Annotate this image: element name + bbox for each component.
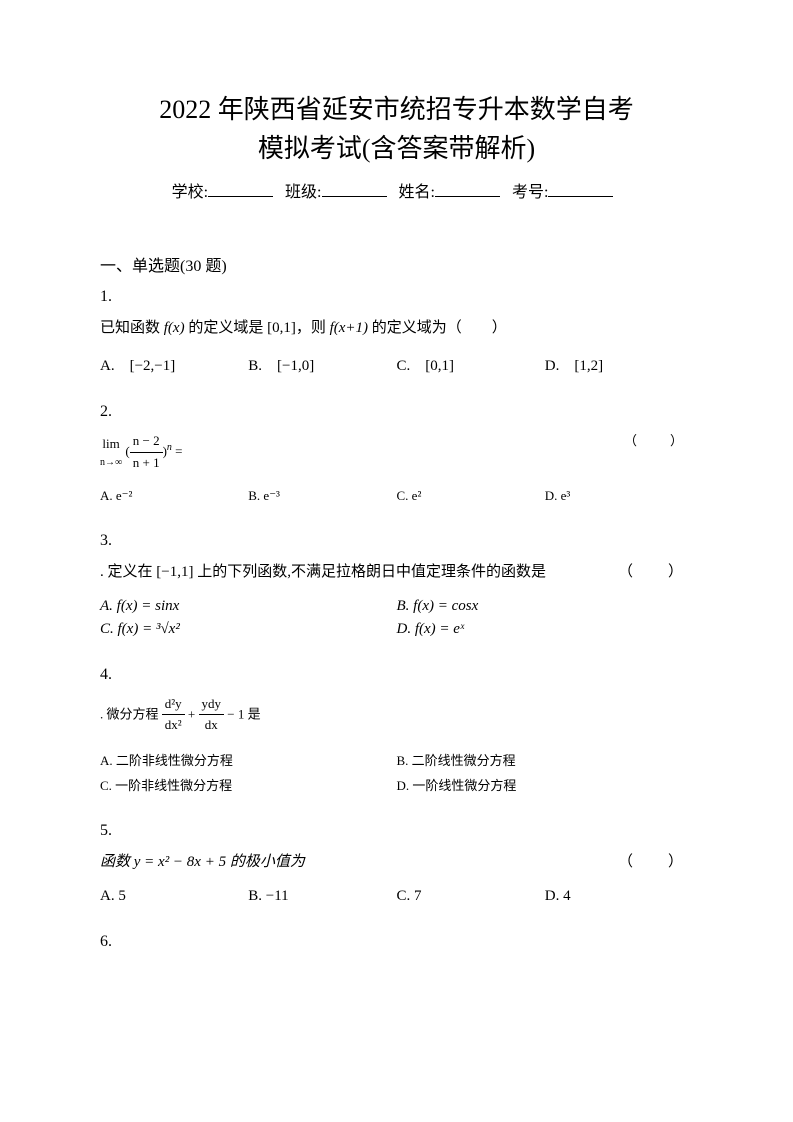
- name-blank[interactable]: [435, 182, 500, 197]
- q2-lim: lim n→∞: [100, 434, 122, 471]
- school-label: 学校:: [172, 184, 208, 201]
- q1-options: A. [−2,−1] B. [−1,0] C. [0,1] D. [1,2]: [100, 354, 693, 381]
- question-4: 4. . 微分方程 d²y dx² + ydy dx − 1 是 A. 二阶非线…: [100, 666, 693, 801]
- q2-opt-a: A. e⁻²: [100, 488, 248, 504]
- q4-frac2-den: dx: [199, 715, 225, 736]
- q2-lim-bot: n→∞: [100, 455, 122, 471]
- q4-opt-c: C. 一阶非线性微分方程: [100, 775, 397, 794]
- q2-equals: =: [175, 443, 182, 458]
- q3-number: 3.: [100, 532, 693, 550]
- q3-paren: （ ）: [618, 560, 693, 584]
- q1-fx1: f(x+1): [330, 320, 368, 336]
- q1-number: 1.: [100, 288, 693, 306]
- q4-opt-b: B. 二阶线性微分方程: [397, 750, 694, 769]
- q1-mid: 的定义域是 [0,1]，则: [185, 320, 330, 336]
- q2-exp: n: [167, 442, 172, 453]
- q5-opt-c: C. 7: [397, 888, 545, 905]
- q4-frac2: ydy dx: [199, 694, 225, 737]
- question-6: 6.: [100, 933, 693, 951]
- q3-opt-a: A. f(x) = sinx: [100, 598, 397, 615]
- question-1: 1. 已知函数 f(x) 的定义域是 [0,1]，则 f(x+1) 的定义域为（…: [100, 288, 693, 381]
- q3-opt-c-root: ³√x²: [156, 621, 180, 637]
- q4-options: A. 二阶非线性微分方程 B. 二阶线性微分方程 C. 一阶非线性微分方程 D.…: [100, 750, 693, 800]
- q3-opt-c: C. f(x) = ³√x²: [100, 621, 397, 638]
- q6-number: 6.: [100, 933, 693, 951]
- q3-opt-b: B. f(x) = cosx: [397, 598, 694, 615]
- q2-lim-top: lim: [100, 434, 122, 455]
- q5-opt-d: D. 4: [545, 888, 693, 905]
- q2-frac: n − 2 n + 1: [130, 431, 163, 474]
- q5-paren: （ ）: [618, 850, 693, 874]
- q5-opt-a: A. 5: [100, 888, 248, 905]
- question-5: 5. 函数 y = x² − 8x + 5 的极小值为 （ ） A. 5 B. …: [100, 822, 693, 911]
- page-title: 2022 年陕西省延安市统招专升本数学自考 模拟考试(含答案带解析): [100, 90, 693, 168]
- info-line: 学校: 班级: 姓名: 考号:: [100, 178, 693, 202]
- q4-frac1: d²y dx²: [162, 694, 185, 737]
- q5-number: 5.: [100, 822, 693, 840]
- q3-options: A. f(x) = sinx B. f(x) = cosx C. f(x) = …: [100, 598, 693, 644]
- q5-text: 函数 y = x² − 8x + 5 的极小值为 （ ）: [100, 850, 693, 874]
- q1-opt-b: B. [−1,0]: [248, 354, 396, 375]
- q2-frac-den: n + 1: [130, 453, 163, 474]
- q5-stem: 函数 y = x² − 8x + 5 的极小值为: [100, 854, 305, 870]
- q4-frac1-den: dx²: [162, 715, 185, 736]
- school-blank[interactable]: [208, 182, 273, 197]
- q1-post: 的定义域为（ ）: [368, 320, 507, 336]
- q4-number: 4.: [100, 666, 693, 684]
- q2-text: lim n→∞ ( n − 2 n + 1 )n = （ ）: [100, 431, 693, 474]
- q2-number: 2.: [100, 403, 693, 421]
- q2-opt-b: B. e⁻³: [248, 488, 396, 504]
- q1-pre: 已知函数: [100, 320, 164, 336]
- q3-opt-c-pre: C. f(x) =: [100, 621, 156, 637]
- q2-opt-c: C. e²: [397, 488, 545, 504]
- q1-opt-a: A. [−2,−1]: [100, 354, 248, 375]
- class-blank[interactable]: [322, 182, 387, 197]
- id-blank[interactable]: [548, 182, 613, 197]
- title-line-1: 2022 年陕西省延安市统招专升本数学自考: [159, 95, 634, 124]
- q4-pre: . 微分方程: [100, 706, 162, 721]
- q4-frac2-num: ydy: [199, 694, 225, 716]
- section-title: 一、单选题(30 题): [100, 252, 693, 276]
- q3-stem: . 定义在 [−1,1] 上的下列函数,不满足拉格朗日中值定理条件的函数是: [100, 564, 546, 580]
- question-2: 2. lim n→∞ ( n − 2 n + 1 )n = （ ） A. e⁻²…: [100, 403, 693, 510]
- q4-opt-d: D. 一阶线性微分方程: [397, 775, 694, 794]
- q4-text: . 微分方程 d²y dx² + ydy dx − 1 是: [100, 694, 693, 737]
- question-3: 3. . 定义在 [−1,1] 上的下列函数,不满足拉格朗日中值定理条件的函数是…: [100, 532, 693, 644]
- q1-text: 已知函数 f(x) 的定义域是 [0,1]，则 f(x+1) 的定义域为（ ）: [100, 316, 693, 340]
- q1-fx: f(x): [164, 320, 185, 336]
- class-label: 班级:: [285, 184, 321, 201]
- q5-options: A. 5 B. −11 C. 7 D. 4: [100, 888, 693, 911]
- title-line-2: 模拟考试(含答案带解析): [258, 134, 535, 163]
- id-label: 考号:: [512, 184, 548, 201]
- q4-frac1-num: d²y: [162, 694, 185, 716]
- q2-frac-num: n − 2: [130, 431, 163, 453]
- q1-opt-c: C. [0,1]: [397, 354, 545, 375]
- q5-opt-b: B. −11: [248, 888, 396, 905]
- q3-text: . 定义在 [−1,1] 上的下列函数,不满足拉格朗日中值定理条件的函数是 （ …: [100, 560, 693, 584]
- q2-options: A. e⁻² B. e⁻³ C. e² D. e³: [100, 488, 693, 510]
- q2-opt-d: D. e³: [545, 488, 693, 504]
- name-label: 姓名:: [399, 184, 435, 201]
- q2-paren: （ ）: [624, 431, 693, 452]
- q4-post: − 1 是: [227, 706, 260, 721]
- q4-opt-a: A. 二阶非线性微分方程: [100, 750, 397, 769]
- q3-opt-d: D. f(x) = eˣ: [397, 621, 694, 638]
- q1-opt-d: D. [1,2]: [545, 354, 693, 375]
- q4-plus: +: [188, 706, 199, 721]
